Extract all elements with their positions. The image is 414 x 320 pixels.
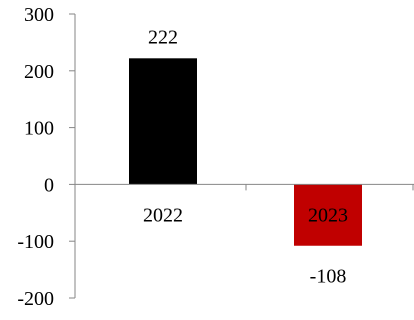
- y-tick-label: 200: [24, 61, 54, 83]
- y-tick-label: -100: [17, 231, 54, 253]
- y-tick-label: -200: [17, 288, 54, 310]
- data-label: -108: [310, 266, 347, 288]
- y-tick-label: 300: [24, 4, 54, 26]
- category-label: 2022: [143, 204, 183, 226]
- y-tick-label: 100: [24, 118, 54, 140]
- bar-2022: [129, 58, 197, 185]
- bar-2023: [294, 184, 362, 246]
- y-tick-label: 0: [44, 174, 54, 196]
- data-label: 222: [148, 26, 178, 48]
- category-label: 2023: [308, 204, 348, 226]
